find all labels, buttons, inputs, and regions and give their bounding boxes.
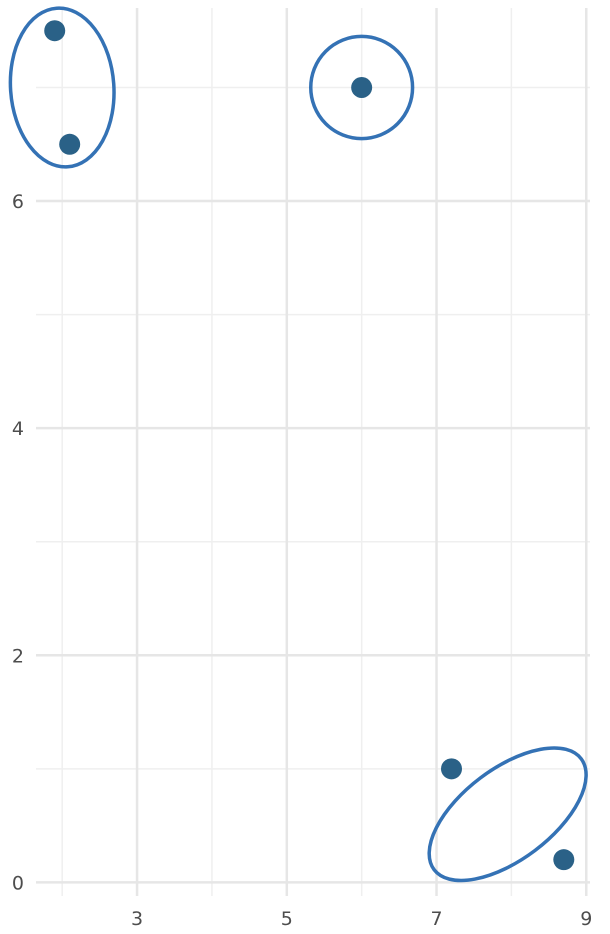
cluster-ellipse-3 bbox=[427, 746, 588, 883]
y-tick-label: 2 bbox=[12, 645, 24, 667]
data-point-4 bbox=[441, 758, 462, 780]
y-axis-tick-labels: 0 2 4 6 bbox=[12, 191, 24, 894]
x-tick-label: 5 bbox=[281, 908, 293, 930]
cluster-ellipse-2 bbox=[309, 34, 415, 141]
y-tick-label: 0 bbox=[12, 872, 24, 894]
x-axis-tick-labels: 3 5 7 9 bbox=[131, 908, 592, 930]
x-tick-label: 9 bbox=[580, 908, 592, 930]
data-point-3 bbox=[351, 76, 373, 98]
grid-major-lines bbox=[36, 8, 590, 896]
y-tick-label: 6 bbox=[12, 191, 24, 213]
grid-minor-lines bbox=[36, 8, 590, 896]
x-tick-label: 7 bbox=[430, 908, 442, 930]
data-points bbox=[44, 20, 575, 871]
data-point-5 bbox=[553, 849, 575, 871]
cluster-ellipses bbox=[8, 6, 588, 883]
cluster-ellipse-1 bbox=[8, 6, 116, 169]
y-tick-label: 4 bbox=[12, 418, 24, 440]
data-point-2 bbox=[59, 133, 81, 155]
data-point-1 bbox=[44, 20, 66, 42]
x-tick-label: 3 bbox=[131, 908, 143, 930]
